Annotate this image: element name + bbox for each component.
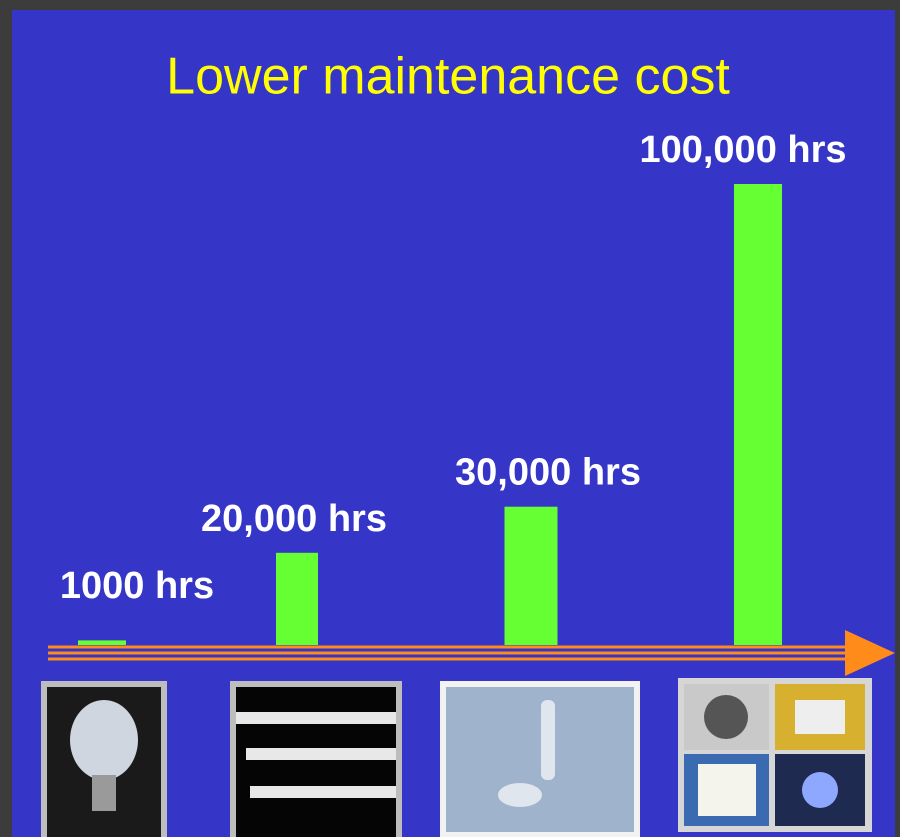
bar xyxy=(276,552,318,645)
bar xyxy=(78,640,126,645)
value-label: 20,000 hrs xyxy=(201,498,387,540)
bar xyxy=(504,506,558,645)
value-label: 30,000 hrs xyxy=(455,452,641,494)
hid-photo xyxy=(440,681,640,837)
value-label: 1000 hrs xyxy=(60,565,214,607)
bar xyxy=(734,184,782,645)
axis-arrow xyxy=(48,630,895,676)
value-label: 100,000 hrs xyxy=(639,129,846,171)
slide-title: Lower maintenance cost xyxy=(166,48,730,106)
tube-photo xyxy=(230,681,402,837)
led-photo xyxy=(678,678,872,832)
bulb-photo xyxy=(41,681,167,837)
